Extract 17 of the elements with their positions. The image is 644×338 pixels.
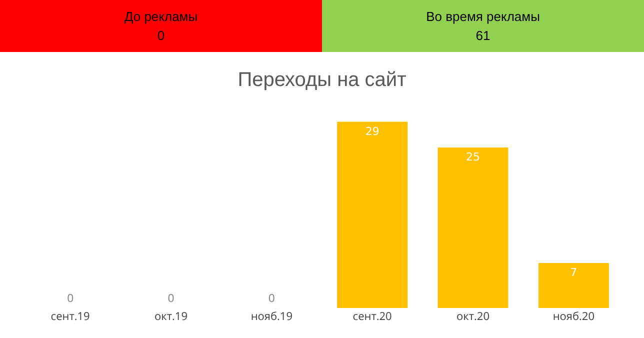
category-label: Во время рекламы	[426, 8, 540, 26]
x-tick-label: окт.20	[456, 309, 490, 324]
data-label: 25	[466, 150, 480, 164]
x-tick-label: сент.19	[50, 309, 90, 324]
data-label: 0	[268, 292, 276, 305]
x-tick-label: окт.19	[154, 309, 188, 324]
x-tick-label: сент.20	[352, 309, 392, 324]
data-label: 61	[476, 27, 490, 45]
data-label: 7	[570, 266, 578, 280]
category-label: До рекламы	[124, 8, 198, 26]
chart-title: Переходы на сайт	[238, 69, 406, 92]
x-tick-label: нояб.20	[552, 309, 595, 324]
data-label: 29	[365, 124, 380, 138]
data-label: 0	[168, 292, 174, 305]
x-tick-label: нояб.19	[250, 309, 293, 324]
data-label: 0	[66, 292, 74, 305]
data-label: 0	[157, 27, 165, 45]
